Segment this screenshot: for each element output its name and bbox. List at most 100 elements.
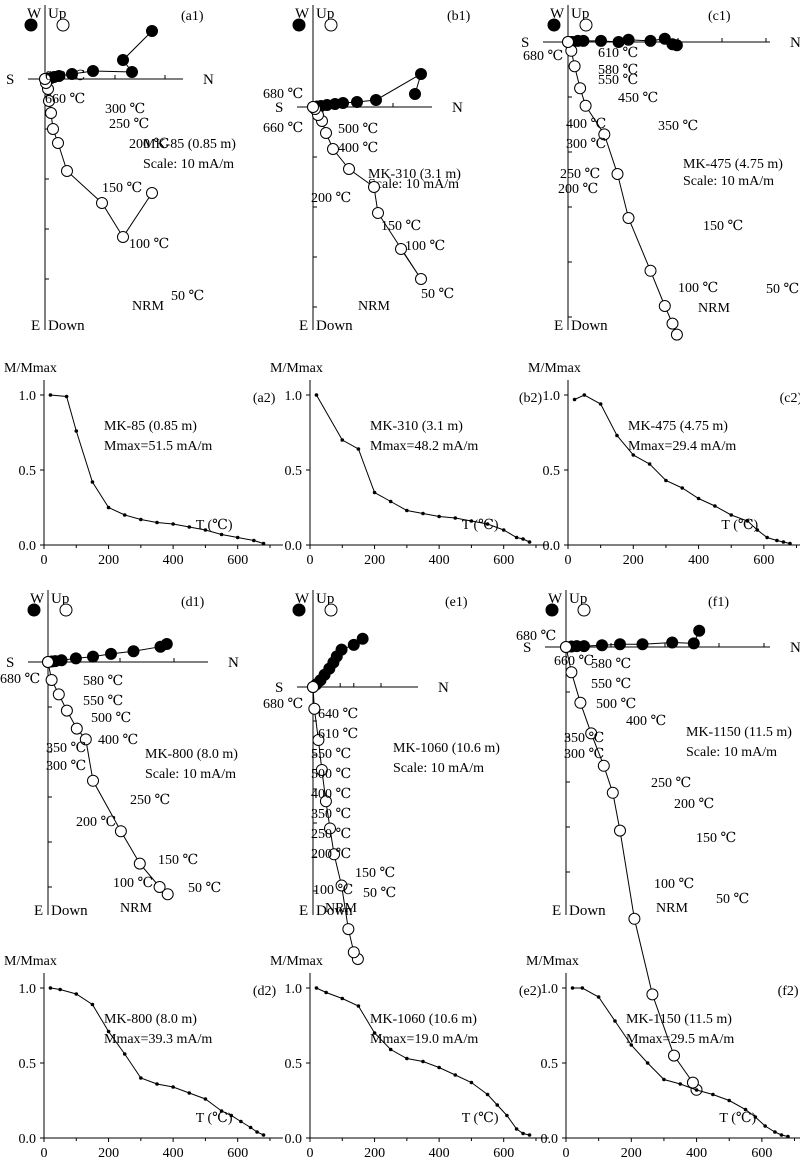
axis-label-n: N bbox=[452, 100, 463, 116]
temperature-label: 680 ℃ bbox=[523, 49, 563, 64]
temperature-label: 500 ℃ bbox=[338, 122, 378, 137]
vertical-projection-point bbox=[45, 674, 58, 686]
y-tick-label: 1.0 bbox=[285, 982, 303, 997]
demag-point bbox=[187, 1091, 192, 1095]
demag-point bbox=[645, 1061, 650, 1065]
panel-label: (d2) bbox=[253, 984, 277, 999]
vertical-projection-point bbox=[133, 857, 146, 870]
y-tick-label: 1.0 bbox=[543, 389, 561, 404]
panel-label: (e1) bbox=[445, 595, 468, 610]
temperature-label: 50 ℃ bbox=[363, 886, 396, 901]
vertical-projection-point bbox=[312, 734, 325, 747]
vertical-projection-point bbox=[574, 696, 587, 709]
panel-label: (a1) bbox=[181, 9, 204, 24]
temperature-label: 50 ℃ bbox=[716, 892, 749, 907]
demag-point bbox=[405, 1056, 409, 1061]
vertical-projection-point bbox=[622, 212, 635, 224]
demag-point bbox=[171, 1085, 175, 1089]
x-axis-label: T (℃) bbox=[721, 518, 758, 533]
y-tick-label: 0.0 bbox=[543, 539, 561, 554]
x-tick-label: 200 bbox=[364, 553, 385, 568]
mmax-label: Mmax=39.3 mA/m bbox=[104, 1032, 212, 1047]
x-tick-label: 200 bbox=[364, 1146, 385, 1157]
demag-point bbox=[261, 1133, 266, 1137]
vertical-projection-point bbox=[60, 704, 73, 717]
legend-filled-circle bbox=[27, 603, 41, 617]
horizontal-projection-point bbox=[666, 636, 679, 649]
x-tick-label: 0 bbox=[565, 553, 572, 568]
sample-label: MK-800 (8.0 m) bbox=[145, 747, 238, 762]
temperature-label: 400 ℃ bbox=[626, 714, 666, 729]
vertical-projection-point bbox=[560, 641, 572, 653]
x-tick-label: 400 bbox=[429, 1146, 450, 1157]
x-tick-label: 400 bbox=[163, 553, 184, 568]
demag-point bbox=[340, 438, 345, 442]
vertical-projection-point bbox=[666, 317, 679, 330]
temperature-label: 50 ℃ bbox=[421, 287, 454, 302]
x-tick-label: 0 bbox=[563, 1146, 570, 1157]
y-tick-label: 0.0 bbox=[285, 539, 303, 554]
vertical-projection-point bbox=[646, 988, 659, 1001]
temperature-label: 100 ℃ bbox=[405, 239, 445, 254]
demag-point bbox=[743, 1107, 748, 1112]
demag-point bbox=[680, 486, 685, 490]
horizontal-projection-point bbox=[596, 639, 608, 652]
axis-label-w: W bbox=[30, 591, 45, 607]
demag-point bbox=[788, 541, 792, 546]
sample-label: MK-85 (0.85 m) bbox=[143, 137, 236, 152]
panel-label: (b2) bbox=[519, 391, 543, 406]
temperature-label: 400 ℃ bbox=[566, 117, 606, 132]
temperature-label: 150 ℃ bbox=[102, 181, 142, 196]
demag-point bbox=[521, 537, 525, 541]
axis-label-down: Down bbox=[48, 318, 85, 334]
x-axis-label: T (℃) bbox=[196, 1111, 233, 1126]
temperature-label: 550 ℃ bbox=[311, 747, 351, 762]
demag-point bbox=[779, 1133, 784, 1137]
y-tick-label: 0.5 bbox=[19, 464, 37, 479]
demag-point bbox=[786, 1134, 790, 1139]
demag-point bbox=[631, 453, 636, 457]
vertical-projection-point bbox=[47, 123, 59, 135]
demag-point bbox=[187, 525, 192, 529]
axis-label-s: S bbox=[275, 680, 283, 696]
panel-label: (e2) bbox=[519, 984, 542, 999]
vertical-projection-point bbox=[328, 848, 341, 861]
demag-point bbox=[314, 393, 319, 397]
temperature-label: 400 ℃ bbox=[311, 787, 351, 802]
y-tick-label: 1.0 bbox=[285, 389, 303, 404]
temperature-label: 400 ℃ bbox=[338, 141, 378, 156]
x-axis-label: T (℃) bbox=[196, 518, 233, 533]
y-tick-label: 0.5 bbox=[19, 1057, 37, 1072]
vertical-projection-point bbox=[562, 36, 574, 48]
scale-label: Scale: 10 mA/m bbox=[143, 157, 234, 172]
horizontal-projection-point bbox=[126, 66, 138, 78]
axis-label-up: Up bbox=[571, 6, 589, 22]
vertical-projection-point bbox=[114, 825, 127, 838]
axis-label-e: E bbox=[299, 903, 308, 919]
y-tick-label: 1.0 bbox=[19, 982, 37, 997]
temperature-label: 350 ℃ bbox=[311, 807, 351, 822]
x-tick-label: 600 bbox=[751, 1146, 772, 1157]
vertical-projection-point bbox=[415, 273, 427, 285]
temperature-label: 500 ℃ bbox=[596, 697, 636, 712]
sample-label: MK-475 (4.75 m) bbox=[628, 419, 728, 434]
demag-point bbox=[763, 1124, 767, 1128]
temperature-label: 200 ℃ bbox=[311, 191, 351, 206]
y-tick-label: 0.0 bbox=[19, 1132, 37, 1147]
scale-label: Scale: 10 mA/m bbox=[393, 761, 484, 776]
vertical-projection-point bbox=[579, 99, 592, 112]
temperature-label: 550 ℃ bbox=[83, 694, 123, 709]
demag-point bbox=[356, 1004, 361, 1008]
sample-label: MK-1060 (10.6 m) bbox=[393, 741, 500, 756]
demag-point bbox=[615, 433, 619, 438]
legend-open-circle bbox=[56, 18, 70, 32]
demag-point bbox=[572, 397, 577, 402]
legend-filled-circle bbox=[292, 603, 306, 617]
temperature-label: 680 ℃ bbox=[263, 697, 303, 712]
demag-point bbox=[155, 1082, 159, 1086]
demag-point bbox=[252, 538, 256, 543]
demag-point bbox=[437, 514, 441, 519]
temperature-label: 50 ℃ bbox=[766, 282, 799, 297]
horizontal-projection-point bbox=[644, 34, 657, 47]
demag-point bbox=[106, 1029, 111, 1034]
